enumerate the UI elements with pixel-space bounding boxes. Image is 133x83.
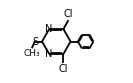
Text: CH₃: CH₃ — [24, 49, 40, 58]
Text: N: N — [45, 24, 52, 34]
Text: Cl: Cl — [64, 9, 73, 19]
Text: N: N — [45, 49, 52, 59]
Text: Cl: Cl — [59, 64, 68, 74]
Text: S: S — [32, 37, 38, 46]
